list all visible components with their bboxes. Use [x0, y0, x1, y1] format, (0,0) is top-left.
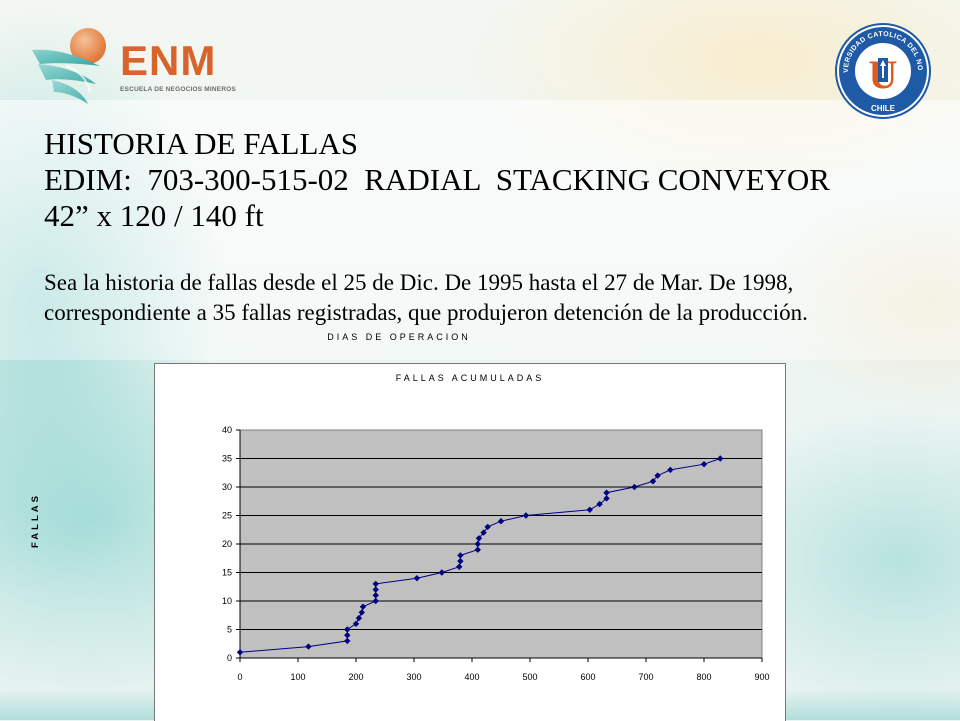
data-point — [474, 540, 481, 548]
y-tick-label: 15 — [222, 568, 232, 578]
data-point — [352, 620, 360, 627]
y-tick-label: 40 — [222, 425, 232, 435]
x-axis-title: DIAS DE OPERACION — [327, 332, 471, 342]
x-tick-label: 200 — [348, 672, 363, 682]
x-tick-label: 500 — [522, 672, 537, 682]
x-tick-label: 900 — [754, 672, 769, 682]
y-tick-label: 30 — [222, 482, 232, 492]
data-point — [522, 512, 530, 519]
data-point — [586, 506, 593, 513]
data-point — [372, 597, 379, 605]
x-tick-label: 600 — [580, 672, 595, 682]
y-axis-title: FALLAS — [30, 493, 41, 548]
data-point — [631, 483, 638, 491]
enm-logo-subtitle: ESCUELA DE NEGOCIOS MINEROS — [120, 86, 237, 93]
y-tick-label: 20 — [222, 539, 232, 549]
title-line-3: 42” x 120 / 140 ft — [44, 198, 264, 233]
data-point — [596, 500, 603, 508]
slide-title: HISTORIA DE FALLAS EDIM: 703-300-515-02 … — [44, 126, 830, 234]
chart-title: FALLAS ACUMULADAS — [395, 373, 545, 383]
data-point — [344, 626, 351, 633]
y-tick-label: 35 — [222, 454, 232, 464]
data-point — [438, 569, 446, 576]
x-tick-label: 400 — [464, 672, 479, 682]
data-point — [654, 472, 661, 479]
x-tick-label: 100 — [290, 672, 305, 682]
ucn-seal-bottom-text: CHILE — [871, 104, 896, 113]
y-tick-label: 5 — [227, 625, 232, 635]
intro-line-2: correspondiente a 35 fallas registradas,… — [44, 300, 808, 325]
x-tick-label: 300 — [406, 672, 421, 682]
data-point — [305, 643, 312, 650]
y-tick-label: 10 — [222, 596, 232, 606]
data-point — [717, 455, 724, 462]
title-line-2: EDIM: 703-300-515-02 RADIAL STACKING CON… — [44, 162, 830, 197]
x-tick-label: 700 — [638, 672, 653, 682]
y-tick-label: 0 — [227, 653, 232, 663]
intro-line-1: Sea la historia de fallas desde el 25 de… — [44, 270, 794, 295]
chart-panel: FALLAS ACUMULADAS 0 5 10 15 20 25 30 35 40 0 100 20… — [154, 363, 786, 721]
data-point — [344, 637, 351, 645]
x-tick-label: 0 — [237, 672, 242, 682]
x-tick-label: 800 — [696, 672, 711, 682]
data-point — [667, 466, 674, 474]
intro-paragraph: Sea la historia de fallas desde el 25 de… — [44, 268, 924, 328]
title-line-1: HISTORIA DE FALLAS — [44, 126, 359, 161]
data-point — [358, 609, 365, 616]
enm-logo-text: ENM — [120, 37, 217, 84]
y-tick-label: 25 — [222, 511, 232, 521]
background-wash — [0, 100, 960, 360]
ucn-seal-icon: UNIVERSIDAD CATOLICA DEL NORTE CHILE U — [834, 22, 931, 119]
data-point — [700, 461, 708, 468]
enm-emblem-icon — [32, 28, 106, 104]
